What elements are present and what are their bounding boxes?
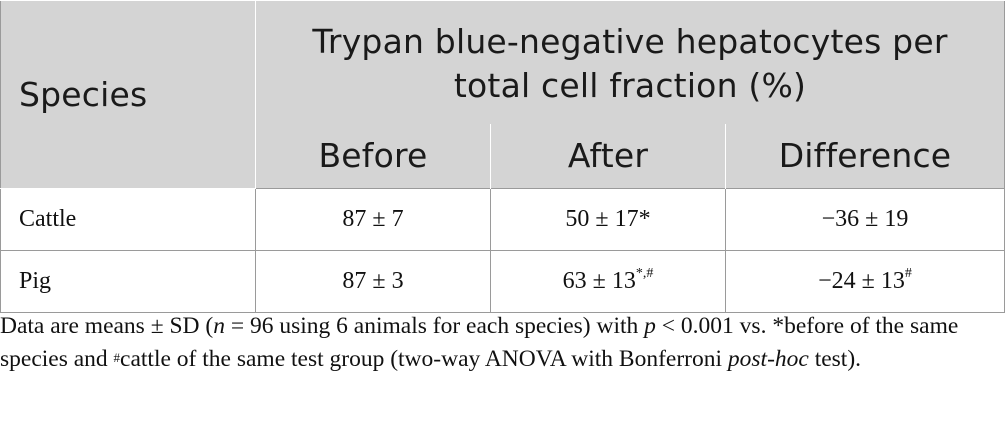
footnote-p: p [644,313,656,339]
after-value: 63 ± 13 [562,267,636,294]
footnote-text: = 96 using 6 animals for each species) w… [224,313,645,339]
species-cell: Pig [0,249,256,313]
species-cell: Cattle [0,187,256,251]
after-value: 50 ± 17* [565,205,651,232]
table-footnote: Data are means ± SD (n = 96 using 6 anim… [0,310,1004,375]
table-header: Species Trypan blue-negative hepatocytes… [0,0,1005,189]
results-table-container: Species Trypan blue-negative hepatocytes… [0,0,1005,313]
footnote-n: n [213,313,225,339]
after-column-header: After [490,123,726,188]
difference-cell: −24 ± 13# [724,249,1005,313]
footnote-hash-marker: # [113,349,121,365]
before-cell: 87 ± 3 [255,249,491,313]
after-cell: 50 ± 17* [490,187,726,251]
after-superscript: *,# [635,265,654,281]
difference-superscript: # [904,265,912,281]
difference-column-header: Difference [724,123,1005,188]
footnote-text: test). [808,345,862,372]
footnote-text: < 0.001 vs. *before of the same species … [0,313,959,372]
table-row: Pig 87 ± 3 63 ± 13*,# −24 ± 13# [0,249,1005,313]
footnote-text: Data are means ± SD ( [0,313,214,339]
after-cell: 63 ± 13*,# [490,249,726,313]
difference-value: −24 ± 13 [818,267,905,294]
before-cell: 87 ± 7 [255,187,491,251]
difference-cell: −36 ± 19 [724,187,1005,251]
footnote-posthoc: post-hoc [727,345,809,372]
table-body: Cattle 87 ± 7 50 ± 17* −36 ± 19 Pig 87 ±… [0,187,1005,313]
before-column-header: Before [255,123,491,188]
group-header-line2: total cell fraction (%) [453,65,807,105]
group-header-line1: Trypan blue-negative hepatocytes per [312,21,948,61]
species-column-header: Species [0,0,256,189]
hepatocyte-viability-table: Species Trypan blue-negative hepatocytes… [0,0,1005,313]
footnote-text: cattle of the same test group (two-way A… [120,345,728,372]
difference-value: −36 ± 19 [821,205,909,232]
table-row: Cattle 87 ± 7 50 ± 17* −36 ± 19 [0,187,1005,251]
viability-group-header: Trypan blue-negative hepatocytes per tot… [255,0,1005,124]
